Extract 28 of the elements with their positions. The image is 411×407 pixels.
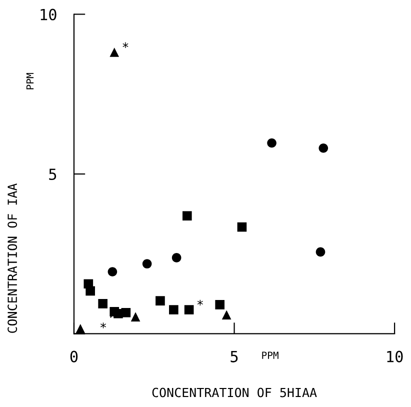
data-label: *	[197, 300, 203, 306]
point	[316, 247, 326, 257]
x-axis-title: CONCENTRATION OF 5HIAA	[152, 388, 317, 398]
point	[318, 143, 328, 153]
point	[98, 299, 108, 308]
point	[237, 222, 247, 232]
point	[182, 211, 192, 221]
x-tick-label: 0	[70, 350, 78, 362]
point	[86, 286, 95, 296]
point	[267, 138, 276, 148]
y-axis-title: CONCENTRATION OF IAA	[8, 183, 18, 333]
point	[130, 312, 140, 322]
point	[184, 305, 194, 314]
data-label: *	[122, 42, 128, 48]
point	[215, 300, 225, 310]
point	[121, 308, 131, 318]
point	[108, 267, 118, 276]
x-tick-label: 10	[387, 350, 403, 362]
point	[222, 310, 232, 320]
data-label: *	[100, 322, 106, 328]
point	[110, 48, 120, 57]
text: PPM	[26, 73, 34, 90]
text: PPM	[262, 352, 278, 359]
point	[172, 253, 182, 262]
point	[169, 305, 178, 314]
point	[142, 259, 152, 268]
x-tick-label: 5	[230, 350, 238, 362]
point	[156, 296, 165, 306]
